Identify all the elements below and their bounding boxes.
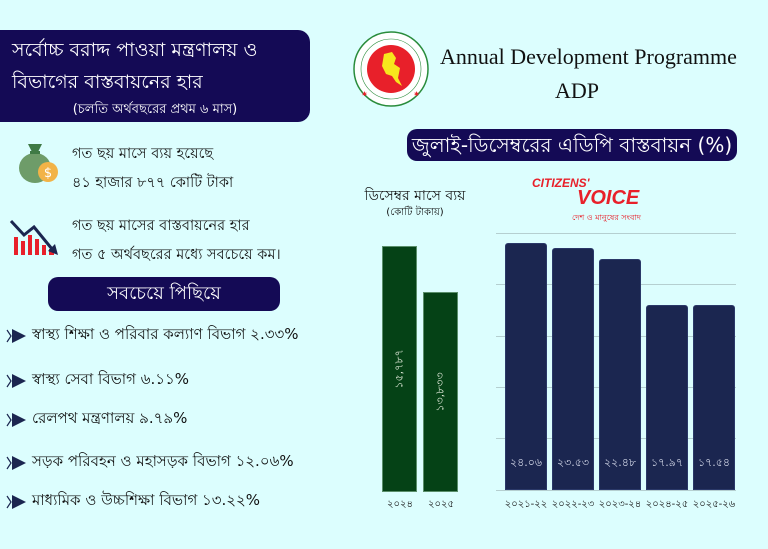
- adp-bar: ২৪.০৬: [505, 243, 547, 490]
- lagging-item: সড়ক পরিবহন ও মহাসড়ক বিভাগ ১২.০৬%: [6, 450, 294, 475]
- spending-year-label: ২০২৫: [428, 499, 454, 510]
- lagging-item: স্বাস্থ্য সেবা বিভাগ ৬.১১%: [6, 368, 189, 393]
- fiscal-year-label: ২০২৩-২৪: [598, 499, 642, 510]
- fact-implementation-line2: গত ৫ অর্থবছরের মধ্যে সবচেয়ে কম।: [72, 247, 281, 263]
- svg-text:✱: ✱: [414, 91, 419, 98]
- adp-bar: ১৭.৯৭: [646, 305, 688, 490]
- arrow-bullet-icon: [6, 494, 26, 509]
- december-spending-title: ডিসেম্বর মাসে ব্যয়: [364, 188, 466, 204]
- adp-chart-title: জুলাই-ডিসেম্বরের এডিপি বাস্তবায়ন (%): [407, 129, 737, 161]
- fiscal-year-label: ২০২২-২৩: [551, 499, 595, 510]
- fiscal-year-label: ২০২৫-২৬: [692, 499, 736, 510]
- header-title-line2: বিভাগের বাস্তবায়নের হার: [12, 71, 203, 93]
- header-box: সর্বোচ্চ বরাদ্দ পাওয়া মন্ত্রণালয় ও বিভ…: [0, 30, 310, 122]
- fact-spending-line2: ৪১ হাজার ৮৭৭ কোটি টাকা: [72, 175, 234, 191]
- fact-spending: গত ছয় মাসে ব্যয় হয়েছে ৪১ হাজার ৮৭৭ কো…: [72, 140, 233, 198]
- adp-bar: ১৭.৫৪: [693, 305, 735, 490]
- money-bag-icon: $: [19, 144, 58, 183]
- header-subtitle: (চলতি অর্থবছরের প্রথম ৬ মাস): [72, 102, 238, 117]
- lagging-item: রেলপথ মন্ত্রণালয় ৯.৭৯%: [6, 407, 187, 432]
- lagging-title: সবচেয়ে পিছিয়ে: [48, 277, 280, 311]
- fiscal-year-label: ২০২১-২২: [504, 499, 548, 510]
- bangladesh-govt-logo-icon: ✱ ✱: [353, 31, 429, 107]
- arrow-bullet-icon: [6, 412, 26, 427]
- fact-implementation-line1: গত ছয় মাসের বাস্তবায়নের হার: [72, 218, 250, 234]
- december-spending-unit: (কোটি টাকায়): [386, 207, 444, 218]
- arrow-bullet-icon: [6, 328, 26, 343]
- adp-bar: ২২.৪৮: [599, 259, 641, 490]
- fact-spending-line1: গত ছয় মাসে ব্যয় হয়েছে: [72, 146, 214, 162]
- arrow-bullet-icon: [6, 455, 26, 470]
- svg-text:$: $: [44, 166, 52, 181]
- fiscal-year-label: ২০২৪-২৫: [645, 499, 689, 510]
- gridline: [496, 233, 736, 234]
- adp-bar: ২৩.৫৩: [552, 248, 594, 490]
- spending-bar-2024: ১৫,৭৮৭: [382, 246, 417, 492]
- declining-chart-icon: [9, 219, 58, 255]
- adp-title: Annual Development Programme: [440, 44, 737, 69]
- lagging-item: মাধ্যমিক ও উচ্চশিক্ষা বিভাগ ১৩.২২%: [6, 489, 260, 514]
- spending-year-label: ২০২৪: [387, 499, 413, 510]
- header-title-line1: সর্বোচ্চ বরাদ্দ পাওয়া মন্ত্রণালয় ও: [12, 39, 258, 61]
- svg-text:✱: ✱: [362, 91, 367, 98]
- citizens-voice-logo: CITIZENS' VOICE দেশ ও মানুষের সংবাদ: [532, 176, 641, 222]
- gridline: [496, 490, 736, 491]
- lagging-item: স্বাস্থ্য শিক্ষা ও পরিবার কল্যাণ বিভাগ ২…: [6, 323, 298, 348]
- spending-bar-2025: ১৩,৮৩৩: [423, 292, 458, 492]
- fact-implementation: গত ছয় মাসের বাস্তবায়নের হার গত ৫ অর্থব…: [72, 212, 281, 270]
- arrow-bullet-icon: [6, 373, 26, 388]
- adp-abbrev: ADP: [555, 78, 600, 103]
